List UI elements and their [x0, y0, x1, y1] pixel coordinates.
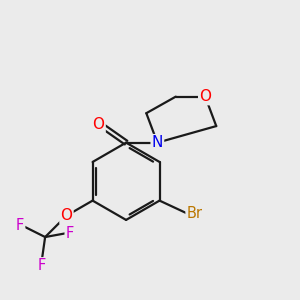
Text: O: O — [93, 117, 105, 132]
Text: O: O — [199, 89, 211, 104]
Text: Br: Br — [187, 206, 202, 221]
Text: F: F — [16, 218, 24, 233]
Text: N: N — [152, 135, 163, 150]
Text: F: F — [37, 258, 46, 273]
Text: O: O — [61, 208, 73, 223]
Text: F: F — [66, 226, 74, 241]
